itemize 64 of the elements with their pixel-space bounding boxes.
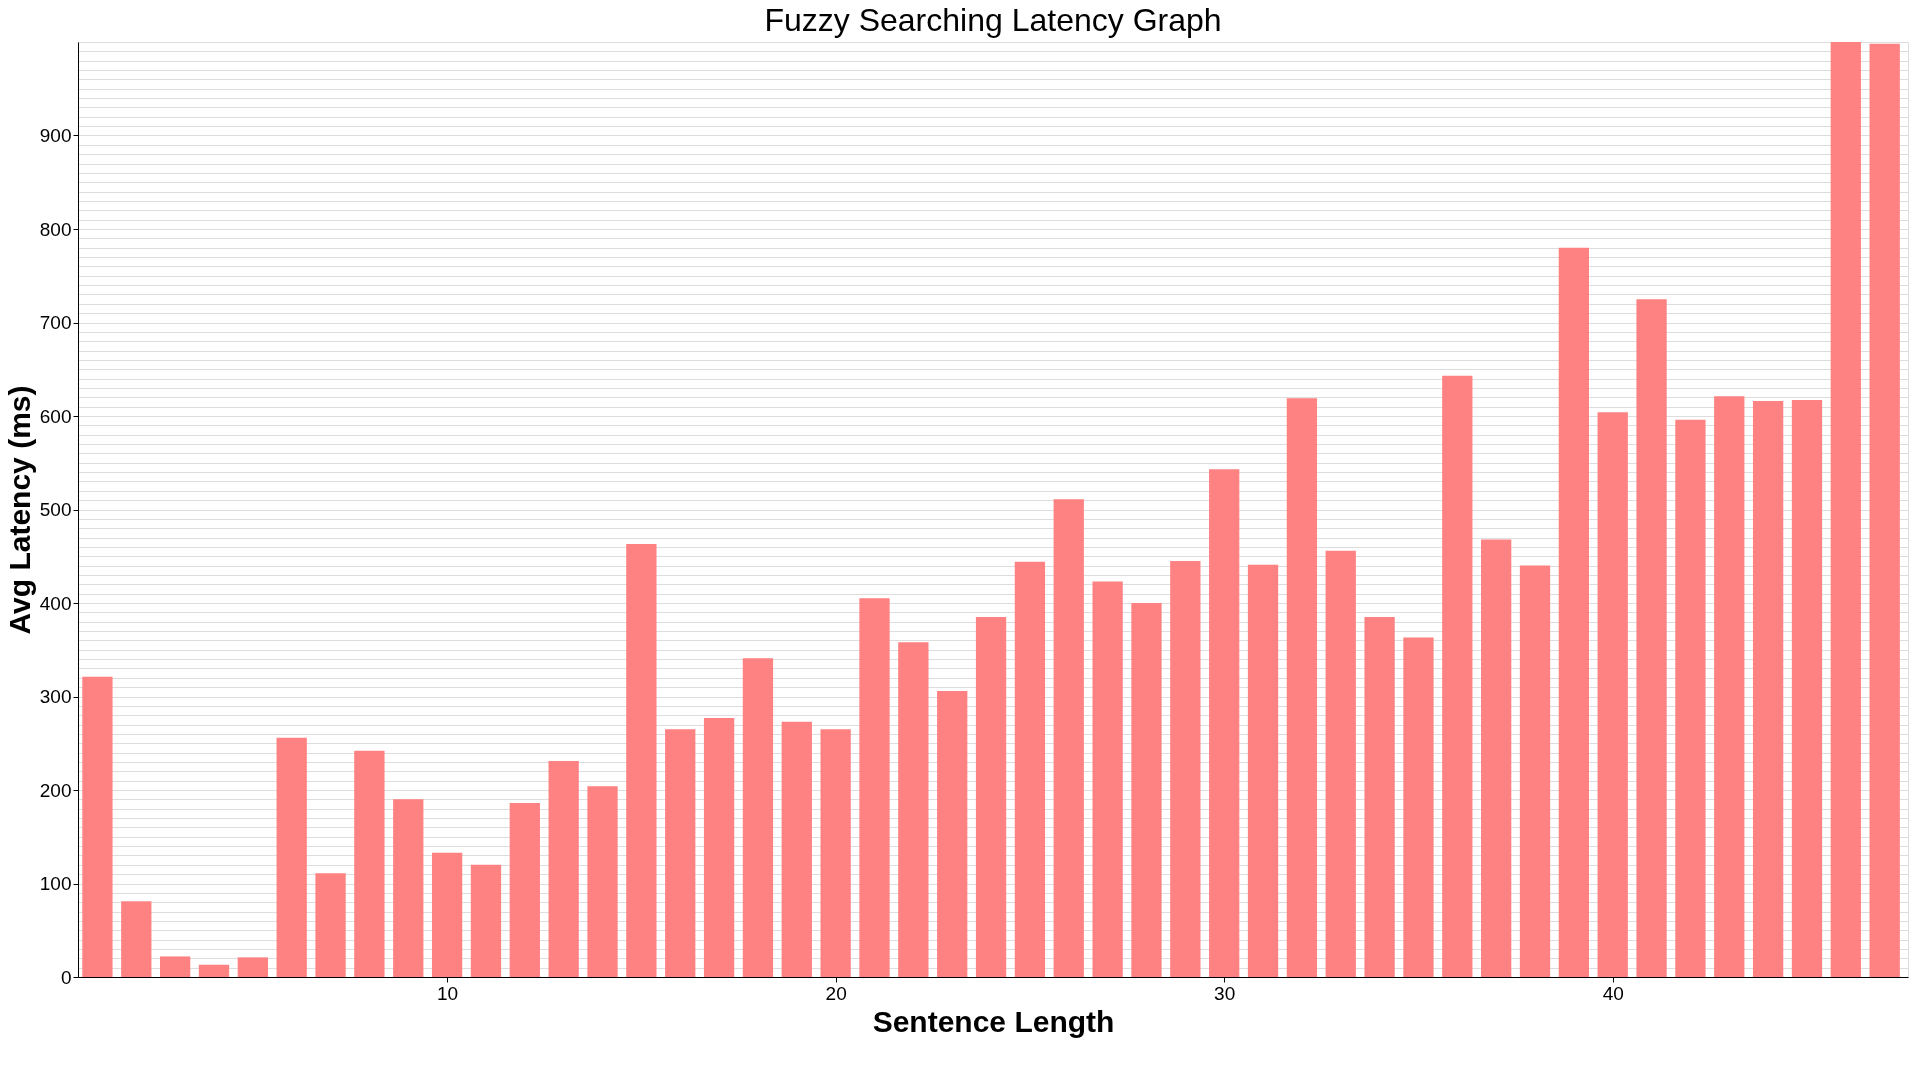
bar (820, 729, 851, 977)
y-axis-title: Avg Latency (ms) (2, 385, 36, 635)
y-tick-label: 400 (39, 592, 72, 614)
bar (1636, 299, 1667, 977)
bar (354, 750, 385, 977)
bar (1209, 469, 1240, 977)
bar (548, 761, 579, 977)
y-tick-label: 900 (39, 125, 72, 146)
bar (431, 852, 463, 977)
bar (159, 956, 191, 977)
bar (1092, 581, 1123, 977)
bar (121, 901, 152, 977)
bar (937, 690, 968, 977)
bar (1131, 603, 1162, 977)
bar (742, 658, 774, 977)
bar (626, 544, 657, 977)
bar (781, 721, 812, 977)
bar (237, 957, 268, 977)
bar (1014, 561, 1046, 977)
y-tick-label: 600 (39, 405, 72, 427)
bar (703, 718, 735, 977)
bar (276, 737, 307, 977)
bar (1869, 43, 1900, 977)
bar (859, 598, 890, 977)
bar (1714, 396, 1745, 977)
bar (1325, 550, 1356, 977)
bar (587, 786, 618, 977)
bar (1519, 565, 1551, 977)
bar (1442, 375, 1473, 977)
bar (1597, 412, 1628, 977)
bar (1170, 560, 1201, 977)
bar (198, 964, 230, 977)
y-tick-label: 0 (60, 966, 72, 988)
bar (509, 803, 540, 977)
bar (1053, 499, 1084, 977)
bar (898, 642, 929, 977)
bar (82, 676, 113, 977)
bar (470, 864, 502, 977)
bar (1247, 564, 1279, 977)
bar (1558, 247, 1590, 977)
bar (975, 617, 1007, 977)
chart-title: Fuzzy Searching Latency Graph (764, 2, 1222, 38)
y-tick-label: 700 (39, 312, 72, 333)
y-tick-label: 100 (39, 873, 72, 894)
bar (1830, 42, 1861, 977)
y-tick-label: 200 (39, 779, 72, 801)
bar (315, 873, 346, 977)
y-tick-label: 500 (39, 499, 72, 520)
bar (1791, 400, 1823, 977)
x-tick-label: 30 (1214, 982, 1236, 1004)
bar (393, 799, 424, 977)
bar (1752, 401, 1784, 977)
bar (665, 729, 696, 977)
bar (1403, 637, 1434, 977)
x-tick-label: 40 (1602, 982, 1624, 1004)
bar (1364, 617, 1395, 977)
y-tick-label: 800 (39, 218, 72, 240)
x-tick-label: 20 (825, 982, 847, 1004)
x-axis-title: Sentence Length (872, 1004, 1115, 1038)
x-tick-label: 10 (437, 982, 459, 1004)
bar (1286, 398, 1318, 977)
y-tick-label: 300 (39, 686, 72, 707)
bar (1675, 419, 1706, 977)
bar (1481, 539, 1512, 977)
